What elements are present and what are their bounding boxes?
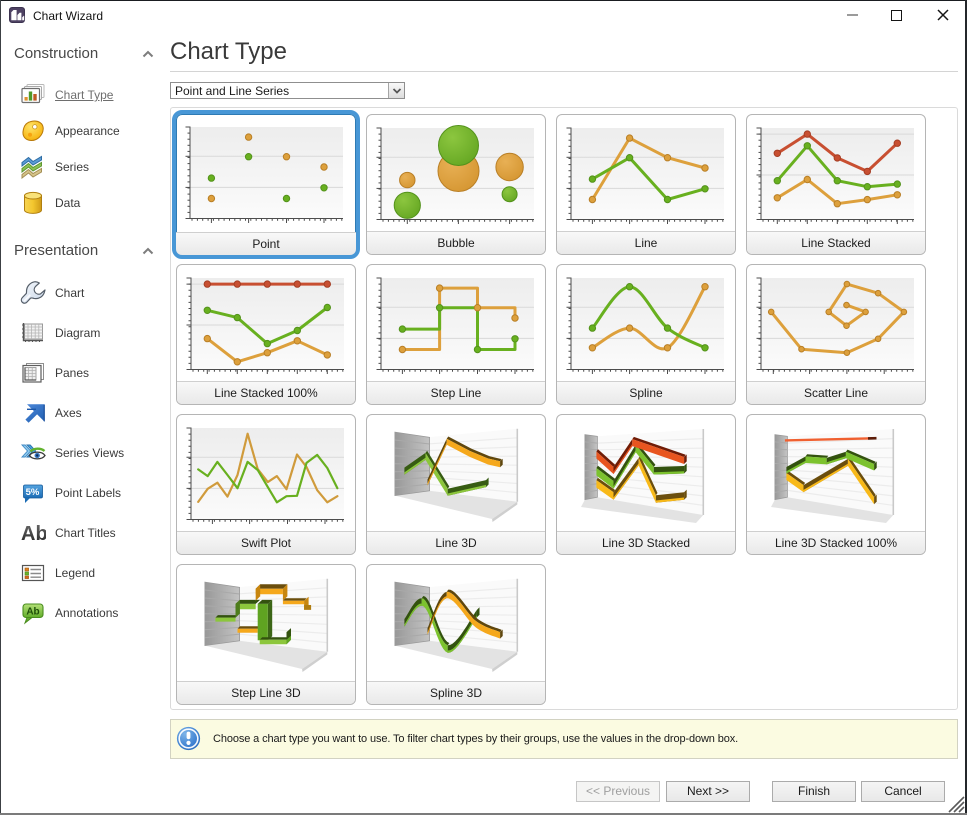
svg-text:Ab: Ab [26, 607, 39, 618]
svg-text:Ab: Ab [21, 523, 46, 545]
svg-text:5%: 5% [26, 487, 40, 498]
